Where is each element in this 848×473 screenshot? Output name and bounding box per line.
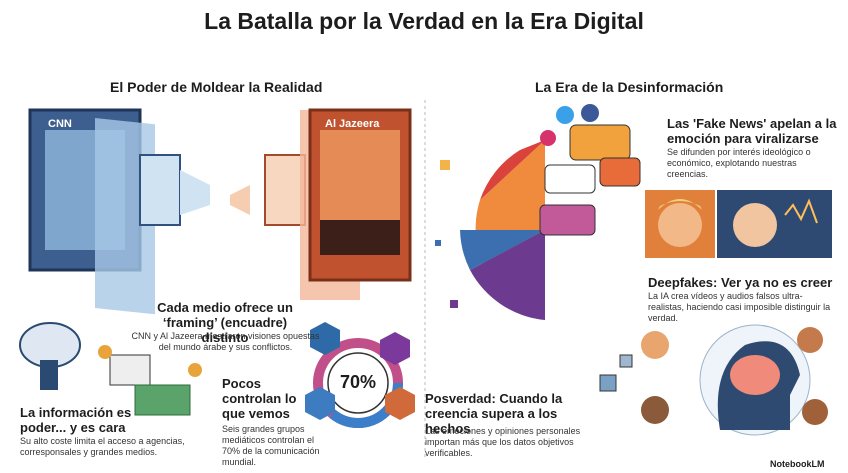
title: La Batalla por la Verdad en la Era Digit… (204, 8, 644, 34)
card-title: Posverdad: Cuando la creencia supera a l… (425, 391, 563, 436)
burst (435, 140, 545, 320)
card-title: Deepfakes: Ver ya no es creer (648, 275, 833, 290)
card-title: La información es poder... y es cara (20, 405, 132, 435)
card-body: Su alto coste limita el acceso a agencia… (20, 436, 185, 457)
screen-label: CNN (48, 118, 72, 130)
card-title: Pocos controlan lo que vemos (222, 376, 297, 421)
chat-bubbles (539, 104, 641, 236)
post-truth-head (599, 324, 828, 436)
badge: 70% (339, 372, 377, 392)
card-body: Se difunden por interés ideológico o eco… (667, 147, 811, 179)
card-title: Cada medio ofrece un ‘framing’ (encuadre… (157, 300, 293, 345)
screen-label: Al Jazeera (325, 118, 380, 130)
deepfake-faces (645, 190, 832, 258)
footer-logo: NotebookLM (770, 459, 825, 469)
card-body: CNN y Al Jazeera mostraron visiones opue… (131, 331, 320, 352)
media-screens (28, 108, 412, 315)
section-heading: La Era de la Desinformación (535, 79, 724, 95)
satellite-money (19, 322, 202, 416)
section-heading: El Poder de Moldear la Realidad (110, 79, 323, 95)
card-title: Las 'Fake News' apelan a la emoción para… (667, 116, 837, 146)
card-body: La IA crea vídeos y audios falsos ultra-… (648, 291, 831, 323)
ownership-ring (305, 322, 415, 428)
card-body: Las emociones y opiniones personales imp… (425, 426, 581, 458)
card-body: Seis grandes grupos mediáticos controlan… (222, 424, 320, 467)
